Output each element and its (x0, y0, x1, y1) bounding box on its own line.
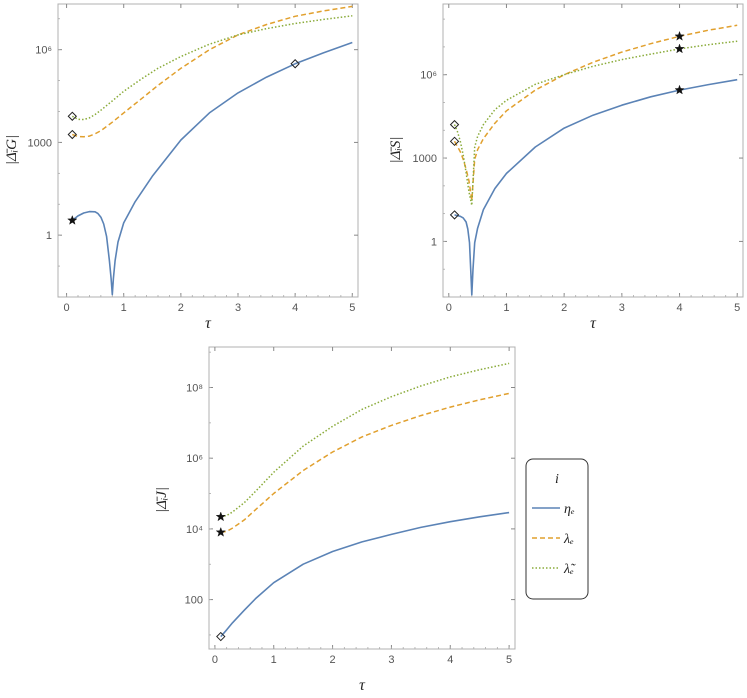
y-tick-label: 1 (46, 230, 52, 242)
x-tick-label: 0 (212, 654, 218, 666)
marker-diamond-lamt (449, 119, 460, 130)
chart-2: 0 1 2 3 4 5 1 1000 10⁶ τ |Δ̄ᵢS| (388, 3, 744, 332)
y-tick-label: 1 (431, 236, 437, 248)
x-tick-label: 0 (64, 302, 70, 314)
x-tick-label: 3 (619, 302, 625, 314)
x-tick-label: 2 (561, 302, 567, 314)
x-tick-label: 0 (446, 302, 452, 314)
series-line-lam (220, 392, 510, 534)
marker-diamond-lam (67, 129, 77, 140)
legend-label-eta: ηₑ (564, 502, 575, 517)
plot-frame (442, 3, 744, 298)
series-line-eta (454, 78, 738, 296)
y-tick-label: 10⁶ (35, 45, 52, 57)
series-line-lamt (71, 15, 353, 121)
x-tick-label: 1 (271, 654, 277, 666)
legend-entry-lamt: λ̃ₑ (532, 562, 576, 577)
y-tick-label: 10⁶ (420, 70, 437, 82)
series-line-lamt (220, 362, 510, 518)
x-tick-label: 2 (330, 654, 336, 666)
x-tick-label: 4 (292, 302, 298, 314)
x-tick-label: 5 (506, 654, 512, 666)
x-axis-label: τ (205, 315, 212, 332)
x-tick-label: 2 (178, 302, 184, 314)
x-tick-label: 3 (235, 302, 241, 314)
plot-frame (208, 346, 516, 650)
legend-box (525, 458, 589, 600)
legend-label-lam: λₑ (563, 532, 574, 547)
chart-1: 0 1 2 3 4 5 1 1000 10⁶ τ |Δ̄ᵢG| (4, 3, 359, 332)
y-tick-label: 100 (185, 595, 203, 607)
legend-title: i (555, 472, 559, 487)
chart-3: 0 1 2 3 4 5 100 10⁴ 10⁶ 10⁸ τ |Δ̄ᵢJ| (154, 346, 516, 694)
x-axis-label: τ (590, 315, 597, 332)
legend-entry-lam: λₑ (532, 532, 574, 547)
legend: i ηₑ λₑ λ̃ₑ (525, 458, 589, 600)
y-axis-label: |Δ̄ᵢG| (4, 135, 20, 165)
marker-star-lam (674, 30, 685, 41)
marker-diamond-eta (290, 59, 300, 69)
x-axis-label: τ (359, 677, 366, 694)
y-tick-label: 1000 (28, 137, 52, 149)
y-tick-label: 1000 (413, 153, 437, 165)
marker-diamond-lam (449, 136, 460, 147)
marker-diamond-eta (216, 631, 226, 642)
marker-diamond-eta (449, 210, 460, 220)
marker-star-eta (67, 215, 78, 225)
marker-star-lamt (215, 511, 226, 522)
x-tick-label: 1 (503, 302, 509, 314)
x-tick-label: 3 (388, 654, 394, 666)
x-tick-label: 4 (676, 302, 682, 314)
x-tick-label: 5 (734, 302, 740, 314)
marker-star-lamt (674, 43, 685, 54)
series-line-lam (72, 5, 353, 138)
marker-diamond-lamt (67, 111, 77, 121)
plot-frame (57, 3, 359, 298)
legend-entry-eta: ηₑ (532, 502, 575, 517)
y-tick-label: 10⁸ (186, 383, 203, 395)
x-tick-label: 4 (447, 654, 453, 666)
y-axis-label: |Δ̄ᵢS| (388, 137, 404, 164)
series-line-eta (71, 41, 353, 296)
x-tick-label: 5 (349, 302, 355, 314)
y-axis-label: |Δ̄ᵢJ| (154, 487, 170, 513)
y-tick-label: 10⁶ (186, 453, 203, 465)
legend-label-lamt: λ̃ₑ (563, 562, 576, 577)
marker-star-eta (674, 84, 685, 95)
y-tick-label: 10⁴ (186, 524, 203, 536)
marker-star-lam (215, 526, 226, 537)
series-line-eta (220, 511, 510, 638)
x-tick-label: 1 (121, 302, 127, 314)
